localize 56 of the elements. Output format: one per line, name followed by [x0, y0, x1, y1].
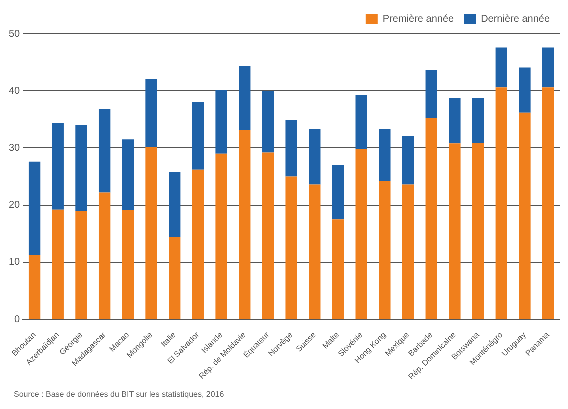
bar [472, 98, 484, 144]
x-tick-label: Italie [160, 330, 178, 349]
legend-label: Première année [382, 14, 455, 25]
bar [379, 181, 391, 320]
bar [239, 66, 251, 130]
y-tick-label: 0 [14, 314, 21, 326]
bar [146, 147, 158, 320]
bar [402, 184, 414, 320]
bar [169, 237, 181, 320]
bar [496, 88, 508, 320]
bar [332, 165, 344, 220]
bar [28, 255, 41, 320]
y-tick-label: 20 [9, 200, 21, 212]
bar [519, 68, 531, 113]
bar [52, 123, 64, 210]
bar [496, 48, 508, 88]
bar [449, 144, 461, 320]
bar [449, 98, 461, 144]
bar [98, 109, 111, 193]
bar [542, 88, 554, 320]
bar [122, 140, 134, 210]
bar [472, 143, 484, 320]
source-note: Source : Base de données du BIT sur les statistiques, 2016 [14, 390, 224, 399]
bar [192, 170, 204, 320]
bar [52, 210, 64, 320]
bar [309, 129, 321, 185]
bar [239, 130, 251, 320]
bar [309, 184, 321, 320]
bar [192, 102, 204, 170]
bar [426, 70, 438, 119]
bar [216, 90, 228, 154]
bar [169, 172, 181, 238]
bar [286, 120, 298, 177]
bar [216, 154, 228, 320]
bar [332, 220, 344, 320]
y-tick-label: 50 [9, 28, 21, 40]
bar [519, 112, 531, 320]
bar [262, 152, 274, 320]
bar [76, 211, 88, 320]
bar [379, 129, 391, 182]
bar [286, 176, 298, 320]
bar [426, 118, 438, 320]
bar [402, 136, 414, 185]
y-tick-label: 40 [9, 86, 21, 97]
bar [146, 79, 158, 148]
bar [98, 192, 111, 320]
bar [122, 210, 134, 320]
bar [542, 48, 554, 88]
bar [28, 162, 41, 256]
bar [356, 149, 368, 320]
legend-label: Dernière année [481, 14, 550, 25]
y-tick-label: 30 [9, 142, 21, 154]
bar [356, 95, 368, 150]
bar [262, 91, 274, 153]
y-tick-label: 10 [9, 257, 21, 268]
bar [76, 125, 88, 212]
